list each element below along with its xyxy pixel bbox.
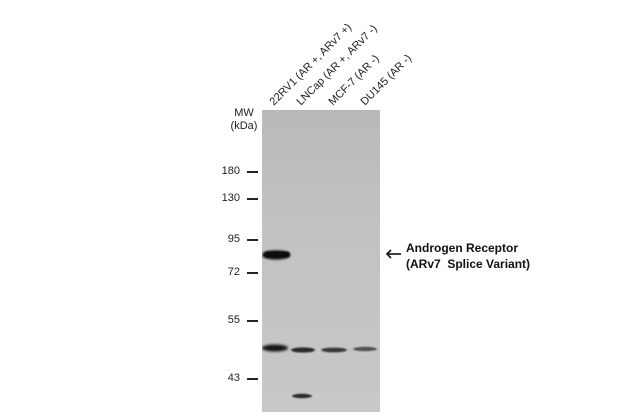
marker-label-180: 180 [221,165,240,177]
marker-label-72: 72 [227,266,240,278]
marker-tick-95 [247,239,258,241]
marker-tick-55 [247,320,258,322]
mw-header-line1: MW [234,107,254,119]
band-48-lane3 [321,347,347,353]
band-annotation: Androgen Receptor (ARv7 Splice Variant) [406,240,530,272]
marker-tick-43 [247,378,258,380]
western-blot-membrane [262,110,380,412]
band-48-lane2 [291,347,315,353]
band-low-lane2 [292,393,312,399]
band-48-lane1 [262,344,288,352]
marker-label-43: 43 [227,372,240,384]
marker-label-95: 95 [227,233,240,245]
marker-tick-130 [247,198,258,200]
mw-header-line2: (kDa) [230,120,258,132]
blot-bands [262,250,377,399]
band-48-lane4 [353,346,377,352]
marker-tick-72 [247,272,258,274]
marker-tick-180 [247,171,258,173]
band-arv7-lane1-core [264,251,290,258]
marker-label-130: 130 [221,192,240,204]
mw-header: MW (kDa) [222,107,266,133]
arrow-left-icon [385,249,401,259]
annotation-line2: (ARv7 Splice Variant) [406,257,531,271]
marker-label-55: 55 [227,314,240,326]
annotation-line1: Androgen Receptor [406,241,519,255]
